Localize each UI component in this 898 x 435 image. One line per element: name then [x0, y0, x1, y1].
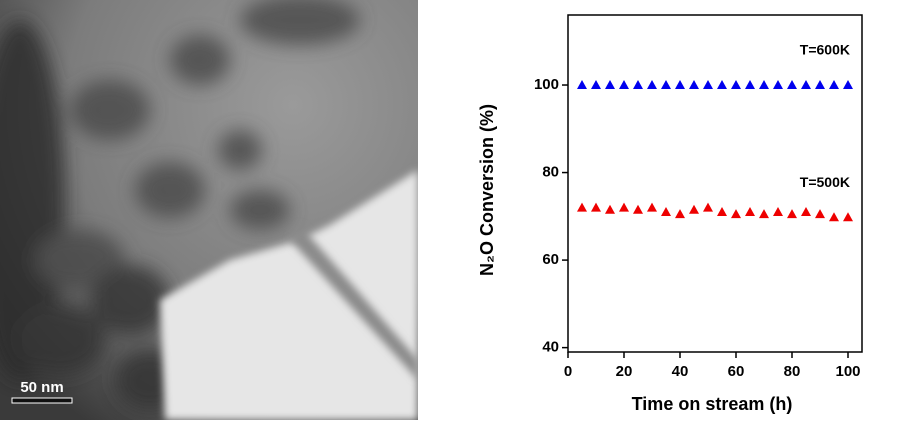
marker [759, 80, 769, 90]
plot-frame [567, 14, 863, 353]
marker [633, 80, 643, 90]
y-tick-label: 60 [542, 251, 559, 268]
marker [801, 206, 811, 216]
marker [815, 209, 825, 219]
y-axis-label: N₂O Conversion (%) [477, 104, 497, 276]
marker [661, 80, 671, 90]
x-tick-label: 60 [728, 363, 745, 380]
marker [619, 80, 629, 90]
marker [675, 80, 685, 90]
marker [605, 80, 615, 90]
marker [689, 80, 699, 90]
marker [843, 212, 853, 222]
marker [703, 80, 713, 90]
x-tick-label: 0 [564, 363, 572, 380]
x-tick-label: 40 [672, 363, 689, 380]
x-axis-label: Time on stream (h) [632, 394, 793, 414]
marker [619, 202, 629, 212]
marker [745, 80, 755, 90]
marker [731, 209, 741, 219]
marker [703, 202, 713, 212]
x-tick-label: 20 [616, 363, 633, 380]
marker [829, 80, 839, 90]
x-tick-label: 80 [784, 363, 801, 380]
marker [591, 202, 601, 212]
marker [759, 209, 769, 219]
series-label: T=600K [800, 42, 850, 58]
marker [647, 202, 657, 212]
marker [745, 206, 755, 216]
marker [843, 80, 853, 90]
series-label: T=500K [800, 174, 850, 190]
marker [717, 80, 727, 90]
marker [591, 80, 601, 90]
marker [577, 202, 587, 212]
marker [815, 80, 825, 90]
marker [633, 204, 643, 214]
tem-image [0, 0, 418, 420]
marker [787, 80, 797, 90]
y-tick-label: 100 [534, 76, 559, 93]
y-tick-label: 40 [542, 339, 559, 356]
marker [717, 206, 727, 216]
scale-bar [11, 397, 73, 404]
marker [647, 80, 657, 90]
y-tick-label: 80 [542, 164, 559, 181]
marker [801, 80, 811, 90]
marker [605, 204, 615, 214]
x-tick-label: 100 [835, 363, 860, 380]
marker [773, 206, 783, 216]
marker [829, 212, 839, 222]
marker [675, 209, 685, 219]
marker [773, 80, 783, 90]
marker [661, 206, 671, 216]
marker [689, 204, 699, 214]
marker [787, 209, 797, 219]
marker [731, 80, 741, 90]
marker [577, 80, 587, 90]
scale-bar-label: 50 nm [20, 379, 63, 396]
